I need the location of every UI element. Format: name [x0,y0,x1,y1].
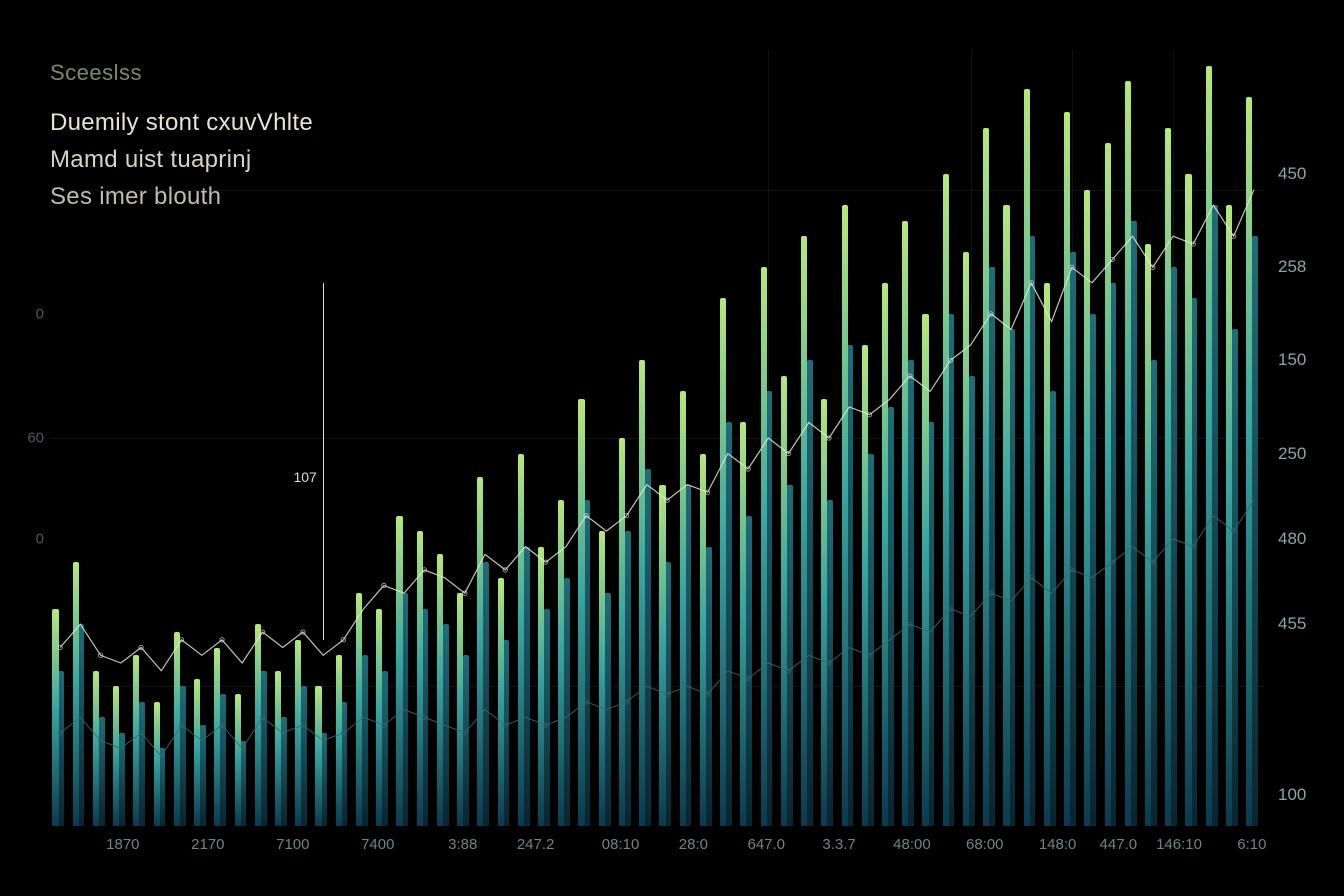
x-tick: 7100 [276,826,309,853]
chart-root: Sceeslss Duemily stont cxuvVhlte Mamd ui… [0,0,1344,896]
y-left-tick: 60 [27,430,50,447]
trend-line [60,190,1254,671]
x-tick: 7400 [361,826,394,853]
x-tick: 68:00 [966,826,1004,853]
x-tick: 146:10 [1156,826,1202,853]
line-overlay [50,50,1264,826]
line-marker [58,645,62,649]
y-right-tick: 150 [1264,350,1306,370]
x-tick: 1870 [106,826,139,853]
trend-line [60,500,1254,756]
x-tick: 3.3.7 [822,826,855,853]
y-right-tick: 450 [1264,164,1306,184]
x-tick: 247.2 [517,826,555,853]
y-left-tick: 0 [36,305,50,322]
y-right-tick: 480 [1264,529,1306,549]
plot-area: 1070600450258150250480455100187021707100… [50,50,1264,826]
x-tick: 08:10 [602,826,640,853]
x-tick: 6:10 [1237,826,1266,853]
x-tick: 28:0 [679,826,708,853]
y-right-tick: 455 [1264,614,1306,634]
x-tick: 647.0 [747,826,785,853]
x-tick: 148:0 [1039,826,1077,853]
x-tick: 447.0 [1100,826,1138,853]
x-tick: 3:88 [448,826,477,853]
y-right-tick: 250 [1264,444,1306,464]
y-right-tick: 100 [1264,785,1306,805]
y-left-tick: 0 [36,530,50,547]
y-right-tick: 258 [1264,257,1306,277]
x-tick: 48:00 [893,826,931,853]
x-tick: 2170 [191,826,224,853]
